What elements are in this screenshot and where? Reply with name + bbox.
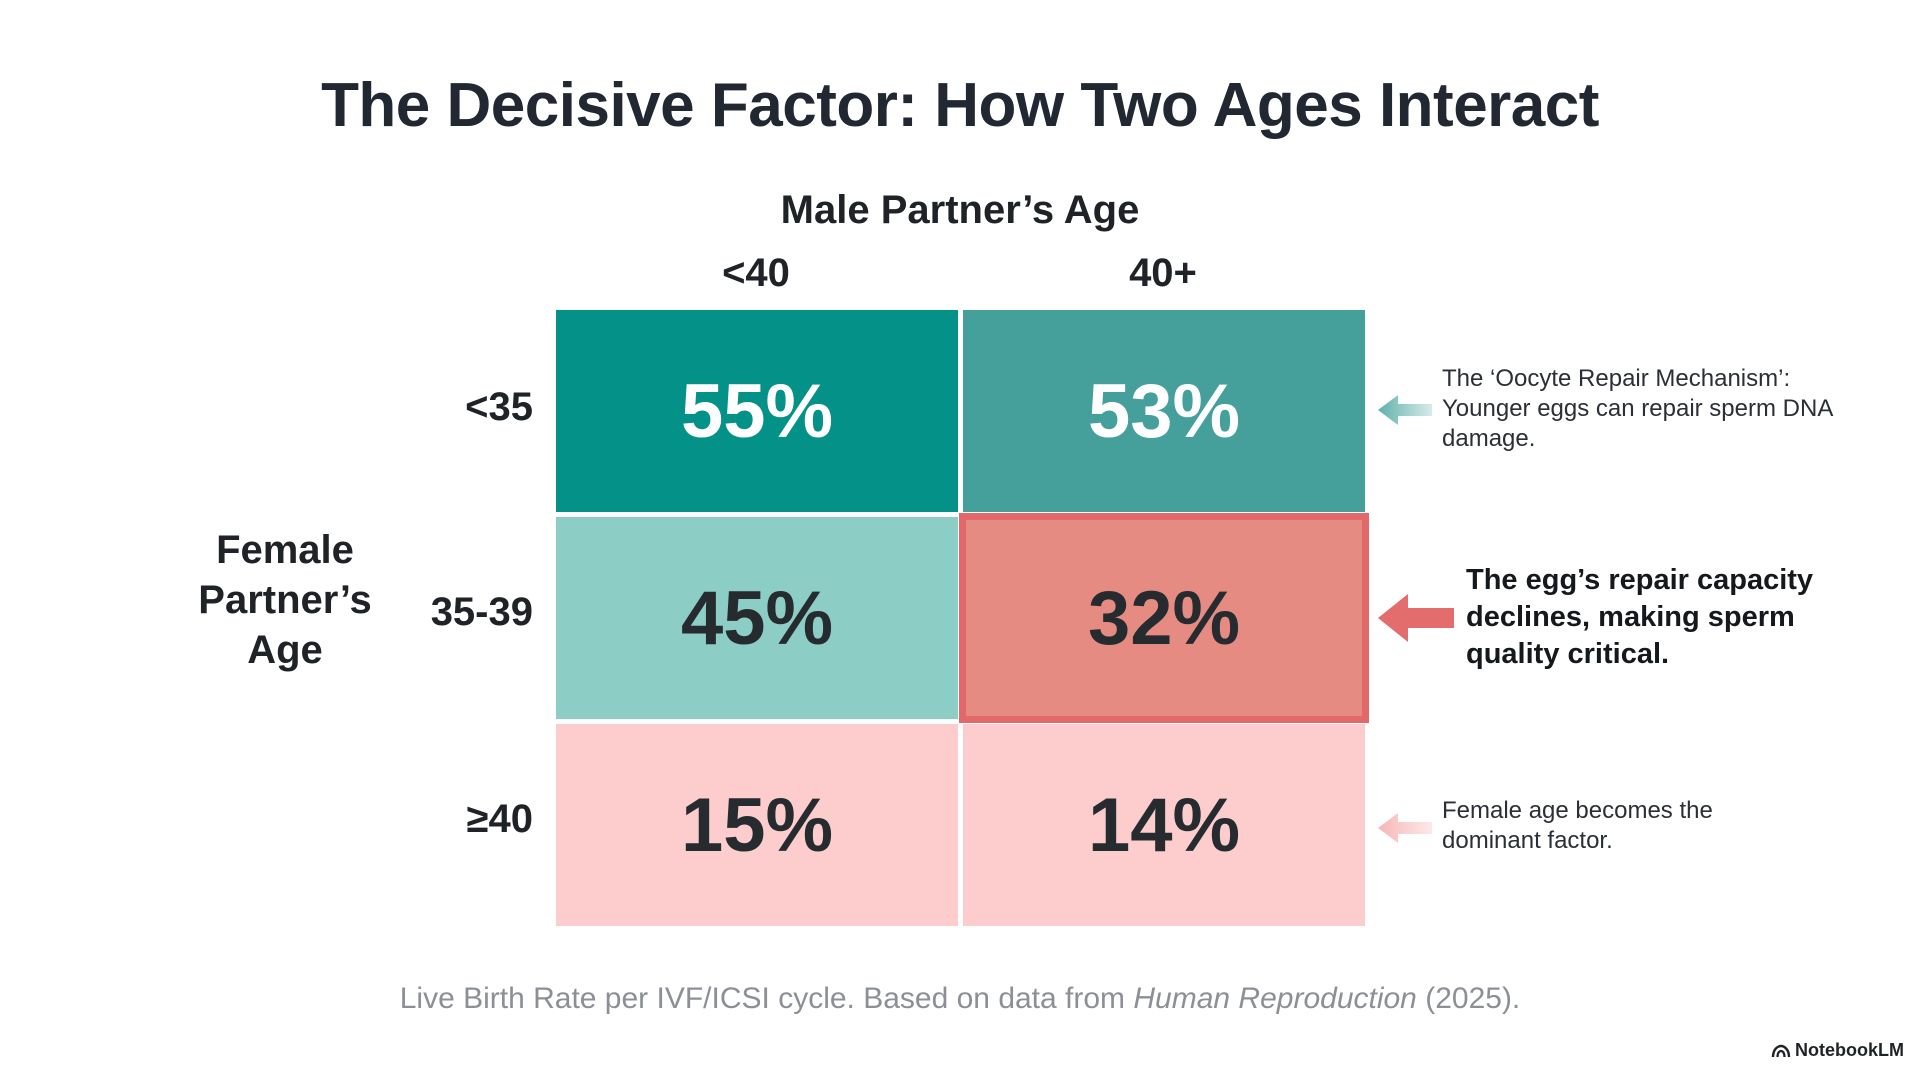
footnote-text: Live Birth Rate per IVF/ICSI cycle. Base… xyxy=(399,982,1134,1015)
notebooklm-logo-icon xyxy=(1771,1044,1791,1057)
annotation-repair-mechanism: The ‘Oocyte Repair Mechanism’: Younger e… xyxy=(1442,365,1832,452)
y-axis-label-line-2: Partner’s xyxy=(198,578,372,622)
heatmap-cell-40plus-under40: 15% xyxy=(556,724,958,926)
footnote-year: (2025). xyxy=(1416,982,1521,1015)
column-header-40-plus: 40+ xyxy=(1129,251,1197,295)
y-axis-label-line-1: Female xyxy=(216,528,354,572)
column-header-under-40: <40 xyxy=(722,251,790,295)
heatmap-cell-under35-under40: 55% xyxy=(556,310,958,512)
annotation-repair-declines: The egg’s repair capacity declines, maki… xyxy=(1466,564,1814,670)
chart-title: The Decisive Factor: How Two Ages Intera… xyxy=(321,71,1599,140)
brand-label: NotebookLM xyxy=(1795,1040,1904,1060)
x-axis-label: Male Partner’s Age xyxy=(780,188,1140,232)
heatmap-cell-40plus-40plus: 14% xyxy=(963,724,1365,926)
annotation-female-age-dominant: Female age becomes the dominant factor. xyxy=(1442,797,1713,854)
heatmap-cell-under35-40plus: 53% xyxy=(963,310,1365,512)
heatmap-cell-35to39-40plus: 32% xyxy=(959,513,1369,723)
annotation-arrow-2 xyxy=(1378,813,1432,843)
annotation-arrow-1 xyxy=(1378,594,1454,642)
heatmap-cell-35to39-under40: 45% xyxy=(556,517,958,719)
y-axis-label-line-3: Age xyxy=(247,628,323,672)
y-axis-label: Female Partner’s Age xyxy=(180,525,390,675)
brand: NotebookLM xyxy=(1771,1040,1904,1061)
footnote-source: Human Reproduction xyxy=(1133,982,1417,1015)
annotation-arrow-0 xyxy=(1378,395,1432,425)
row-header-under-35: <35 xyxy=(465,385,533,429)
row-header-40-plus: ≥40 xyxy=(466,797,533,841)
footnote: Live Birth Rate per IVF/ICSI cycle. Base… xyxy=(0,982,1920,1016)
row-header-35-39: 35-39 xyxy=(430,590,533,634)
